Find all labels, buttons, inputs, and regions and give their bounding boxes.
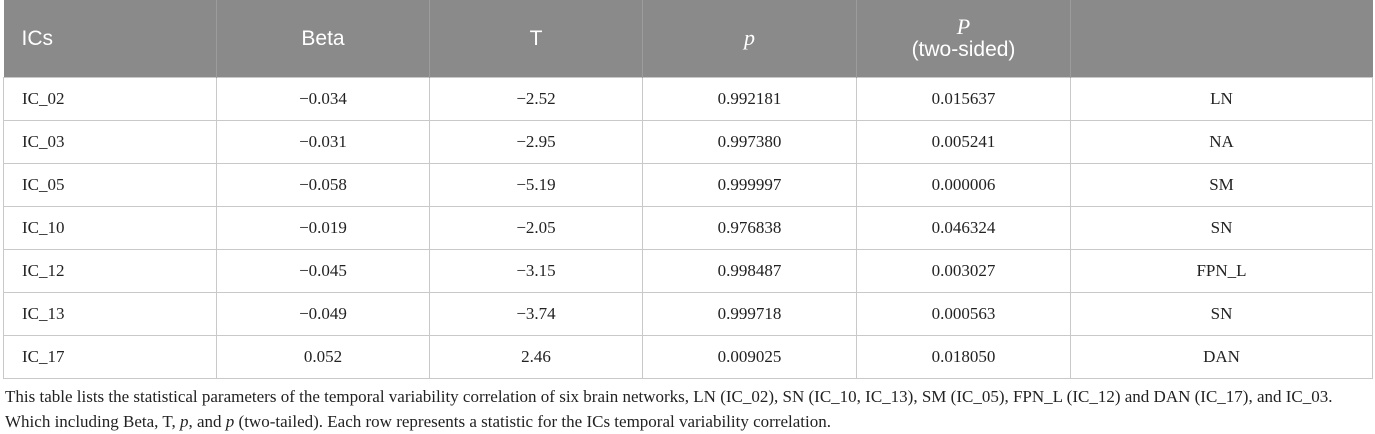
cell-p: 0.998487 [642,248,857,293]
cell-p: 0.997380 [642,119,857,164]
cell-p-two-sided: 0.018050 [856,334,1071,379]
table-header: ICs Beta T p P (two-sided) [3,0,1373,77]
cell-ic: IC_12 [3,248,217,293]
table-row: IC_02 −0.034 −2.52 0.992181 0.015637 LN [3,76,1373,121]
statistics-table: ICs Beta T p P (two-sided) IC_02 −0.034 −2… [3,0,1373,379]
cell-p-two-sided: 0.000563 [856,291,1071,336]
cell-p-two-sided: 0.046324 [856,205,1071,250]
table-row: IC_05 −0.058 −5.19 0.999997 0.000006 SM [3,162,1373,207]
cell-p-two-sided: 0.005241 [856,119,1071,164]
cell-p: 0.976838 [642,205,857,250]
cell-network: NA [1070,119,1373,164]
cell-t: −3.74 [429,291,643,336]
caption-line-2-b: , and [188,411,226,431]
cell-beta: −0.058 [216,162,430,207]
cell-network: SN [1070,291,1373,336]
table-row: IC_13 −0.049 −3.74 0.999718 0.000563 SN [3,291,1373,336]
cell-beta: −0.034 [216,76,430,121]
table-row: IC_03 −0.031 −2.95 0.997380 0.005241 NA [3,119,1373,164]
cell-p-two-sided: 0.000006 [856,162,1071,207]
cell-beta: −0.031 [216,119,430,164]
cell-beta: −0.045 [216,248,430,293]
cell-t: 2.46 [429,334,643,379]
table-body: IC_02 −0.034 −2.52 0.992181 0.015637 LN IC_03−… [3,76,1373,379]
header-row: ICs Beta T p P (two-sided) [3,0,1373,77]
cell-ic: IC_13 [3,291,217,336]
header-p: p [642,0,857,77]
table-caption: This table lists the statistical paramet… [3,384,1373,434]
header-p-label: p [744,25,755,51]
cell-t: −5.19 [429,162,643,207]
cell-p-two-sided: 0.015637 [856,76,1071,121]
header-network [1070,0,1373,77]
header-p-two-sided: P (two-sided) [856,0,1071,77]
cell-beta: 0.052 [216,334,430,379]
header-t: T [429,0,643,77]
cell-p: 0.009025 [642,334,857,379]
header-ics: ICs [21,26,54,50]
caption-p-italic-1: p [180,411,189,431]
cell-p: 0.999718 [642,291,857,336]
caption-line-1: This table lists the statistical paramet… [5,386,1333,406]
caption-line-2: Which including Beta, T, p, and p (two-t… [5,409,1373,434]
table-row: IC_17 0.052 2.46 0.009025 0.018050 DAN [3,334,1373,379]
cell-network: SM [1070,162,1373,207]
cell-ic: IC_17 [3,334,217,379]
cell-network: SN [1070,205,1373,250]
cell-ic: IC_10 [3,205,217,250]
header-beta: Beta [216,0,430,77]
cell-t: −2.52 [429,76,643,121]
cell-t: −2.05 [429,205,643,250]
cell-network: FPN_L [1070,248,1373,293]
cell-p: 0.999997 [642,162,857,207]
cell-ic: IC_03 [3,119,217,164]
header-p-two-sided-label: P [956,14,971,40]
table-row: IC_10 −0.019 −2.05 0.976838 0.046324 SN [3,205,1373,250]
table-figure: ICs Beta T p P (two-sided) IC_02 −0.034 −2… [3,0,1373,434]
caption-line-2-c: (two-tailed). Each row represents a stat… [234,411,831,431]
cell-t: −3.15 [429,248,643,293]
caption-line-2-a: Which including Beta, T, [5,411,180,431]
cell-ic: IC_05 [3,162,217,207]
table-row: IC_12 −0.045 −3.15 0.998487 0.003027 FPN_L [3,248,1373,293]
cell-network: DAN [1070,334,1373,379]
header-p-two-sided-note: (two-sided) [911,38,1016,62]
cell-p: 0.992181 [642,76,857,121]
cell-beta: −0.019 [216,205,430,250]
cell-t: −2.95 [429,119,643,164]
cell-p-two-sided: 0.003027 [856,248,1071,293]
caption-p-italic-2: p [225,411,235,431]
cell-beta: −0.049 [216,291,430,336]
cell-ic: IC_02 [3,76,217,121]
cell-network: LN [1070,76,1373,121]
